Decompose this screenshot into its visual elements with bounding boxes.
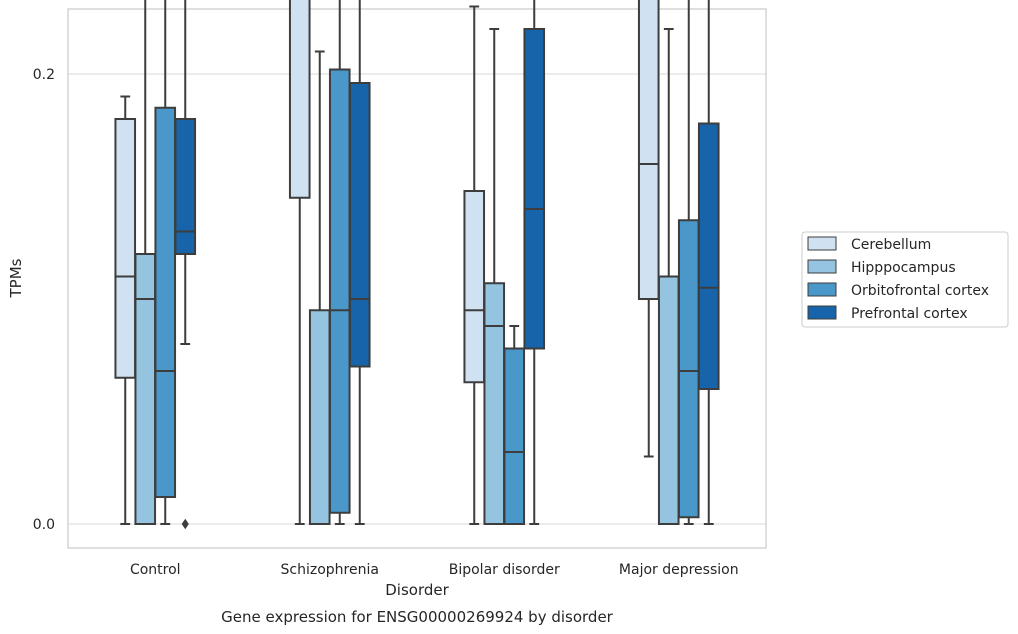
box-group	[288, 0, 311, 525]
x-tick-label: Schizophrenia	[281, 562, 379, 578]
box	[308, 309, 331, 525]
box-group	[154, 0, 177, 525]
box	[154, 106, 177, 498]
y-axis-label: TPMs	[7, 258, 25, 298]
box-group	[677, 0, 700, 525]
box-group	[463, 5, 486, 525]
box-group	[348, 0, 371, 525]
box	[503, 347, 526, 525]
legend-label: Prefrontal cortex	[851, 306, 968, 322]
boxes	[114, 0, 720, 530]
box	[523, 28, 546, 350]
box-group	[523, 0, 546, 525]
legend-label: Orbitofrontal cortex	[851, 283, 989, 299]
plot-frame	[67, 8, 767, 549]
box	[637, 0, 660, 300]
box	[134, 253, 157, 525]
x-tick-label: Bipolar disorder	[449, 562, 560, 578]
box-group	[503, 325, 526, 525]
box	[288, 0, 311, 199]
legend-swatch	[807, 236, 837, 251]
x-tick-label: Control	[130, 562, 181, 578]
box	[328, 68, 351, 514]
box-group	[114, 95, 137, 525]
legend-frame	[801, 231, 1009, 328]
legend-swatch	[807, 305, 837, 320]
box	[483, 282, 506, 525]
legend-label: Cerebellum	[851, 237, 931, 253]
box	[174, 118, 197, 255]
legend: Cerebellum Hipppocampus Orbitofrontal cort…	[801, 231, 1009, 328]
legend-items: Cerebellum Hipppocampus Orbitofrontal cort…	[807, 236, 989, 322]
box-group	[134, 0, 157, 525]
box	[677, 219, 700, 519]
legend-label: Hipppocampus	[851, 260, 956, 276]
x-tick-label: Major depression	[619, 562, 739, 578]
box-group	[174, 0, 197, 530]
box-group	[328, 0, 351, 525]
box-group	[697, 0, 720, 525]
x-tick-labels: Control Schizophrenia Bipolar disorder Majo…	[130, 562, 739, 578]
y-tick-labels: 0.00.20.40.60.81.0	[33, 67, 55, 533]
legend-swatch	[807, 259, 837, 274]
box-group	[657, 28, 680, 525]
outlier-point	[181, 518, 189, 530]
x-axis-label: Disorder	[385, 581, 449, 599]
box	[657, 275, 680, 525]
box-group	[308, 50, 331, 525]
y-tick-label: 0.2	[33, 67, 55, 83]
legend-swatch	[807, 282, 837, 297]
box-group	[637, 0, 660, 458]
box	[114, 118, 137, 379]
box	[697, 122, 720, 390]
box	[463, 190, 486, 384]
box	[348, 82, 371, 368]
box-group	[483, 28, 506, 525]
y-tick-label: 0.0	[33, 517, 55, 533]
chart-caption: Gene expression for ENSG00000269924 by d…	[221, 608, 614, 626]
